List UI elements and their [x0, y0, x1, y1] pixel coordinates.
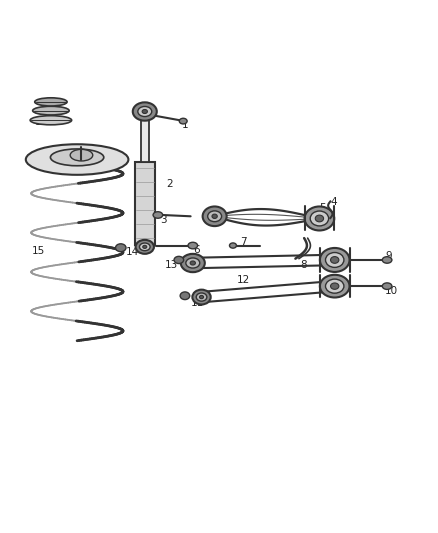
Text: 13: 13	[164, 260, 178, 270]
Ellipse shape	[186, 258, 200, 268]
Text: 7: 7	[240, 237, 247, 247]
Ellipse shape	[325, 253, 344, 268]
Text: 6: 6	[193, 245, 199, 255]
Ellipse shape	[196, 293, 207, 301]
Text: 14: 14	[126, 247, 139, 257]
Text: 12: 12	[237, 276, 250, 286]
FancyBboxPatch shape	[135, 161, 155, 245]
Ellipse shape	[142, 109, 148, 114]
Ellipse shape	[331, 283, 339, 289]
Ellipse shape	[188, 243, 198, 249]
Ellipse shape	[382, 283, 392, 289]
Ellipse shape	[139, 243, 150, 251]
Ellipse shape	[203, 206, 226, 226]
Ellipse shape	[143, 245, 147, 248]
Ellipse shape	[320, 275, 350, 297]
Ellipse shape	[26, 144, 128, 175]
Ellipse shape	[138, 107, 152, 117]
Ellipse shape	[30, 116, 72, 125]
FancyBboxPatch shape	[141, 116, 149, 161]
Ellipse shape	[133, 102, 157, 120]
Ellipse shape	[179, 118, 187, 124]
Ellipse shape	[190, 261, 195, 265]
Text: 17: 17	[32, 151, 46, 161]
Ellipse shape	[320, 248, 350, 272]
Text: 4: 4	[330, 197, 337, 207]
Text: 1: 1	[182, 119, 188, 130]
Text: 16: 16	[35, 117, 48, 126]
Text: 2: 2	[166, 179, 173, 189]
Text: 5: 5	[319, 203, 326, 213]
Ellipse shape	[153, 212, 162, 218]
Ellipse shape	[116, 244, 126, 252]
Text: 3: 3	[160, 215, 167, 225]
Ellipse shape	[331, 256, 339, 263]
Ellipse shape	[212, 214, 217, 219]
Ellipse shape	[382, 257, 392, 263]
Ellipse shape	[33, 106, 69, 115]
Ellipse shape	[180, 292, 190, 300]
Ellipse shape	[136, 240, 154, 254]
Ellipse shape	[208, 211, 222, 222]
Ellipse shape	[310, 211, 328, 226]
Text: 9: 9	[385, 251, 392, 261]
Ellipse shape	[192, 289, 211, 304]
Ellipse shape	[70, 149, 93, 161]
Text: 8: 8	[300, 260, 307, 270]
Ellipse shape	[181, 254, 205, 272]
Ellipse shape	[325, 279, 344, 293]
Ellipse shape	[200, 295, 204, 298]
Ellipse shape	[230, 243, 237, 248]
Text: 10: 10	[385, 286, 398, 296]
Ellipse shape	[174, 256, 184, 263]
Text: 15: 15	[32, 246, 46, 256]
Text: 11: 11	[191, 298, 204, 308]
Ellipse shape	[304, 206, 334, 230]
Ellipse shape	[315, 215, 324, 222]
Ellipse shape	[50, 149, 104, 166]
Ellipse shape	[35, 98, 67, 106]
